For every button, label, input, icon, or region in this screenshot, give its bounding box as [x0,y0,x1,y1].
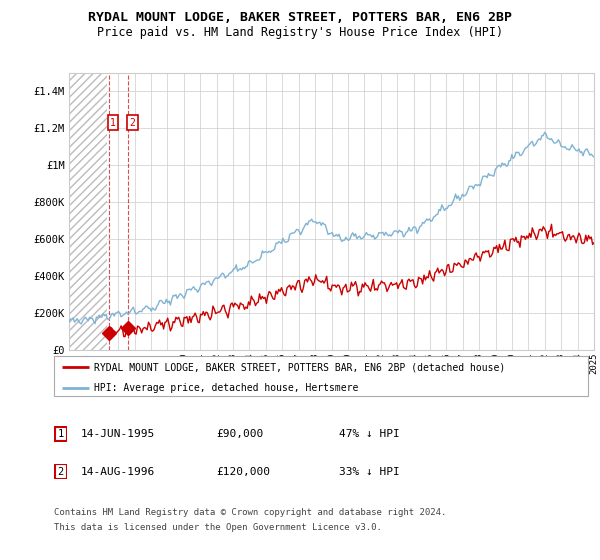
Text: RYDAL MOUNT LODGE, BAKER STREET, POTTERS BAR, EN6 2BP (detached house): RYDAL MOUNT LODGE, BAKER STREET, POTTERS… [94,362,505,372]
Text: 14-AUG-1996: 14-AUG-1996 [81,466,155,477]
Text: Price paid vs. HM Land Registry's House Price Index (HPI): Price paid vs. HM Land Registry's House … [97,26,503,39]
Text: HPI: Average price, detached house, Hertsmere: HPI: Average price, detached house, Hert… [94,382,358,393]
Text: £90,000: £90,000 [216,429,263,439]
Text: 1: 1 [58,429,64,439]
Text: £120,000: £120,000 [216,466,270,477]
Text: 33% ↓ HPI: 33% ↓ HPI [339,466,400,477]
Text: 14-JUN-1995: 14-JUN-1995 [81,429,155,439]
Text: Contains HM Land Registry data © Crown copyright and database right 2024.: Contains HM Land Registry data © Crown c… [54,508,446,517]
Text: 2: 2 [129,118,135,128]
Text: 2: 2 [58,466,64,477]
Text: 47% ↓ HPI: 47% ↓ HPI [339,429,400,439]
Text: 1: 1 [110,118,116,128]
Text: This data is licensed under the Open Government Licence v3.0.: This data is licensed under the Open Gov… [54,523,382,532]
Text: RYDAL MOUNT LODGE, BAKER STREET, POTTERS BAR, EN6 2BP: RYDAL MOUNT LODGE, BAKER STREET, POTTERS… [88,11,512,25]
